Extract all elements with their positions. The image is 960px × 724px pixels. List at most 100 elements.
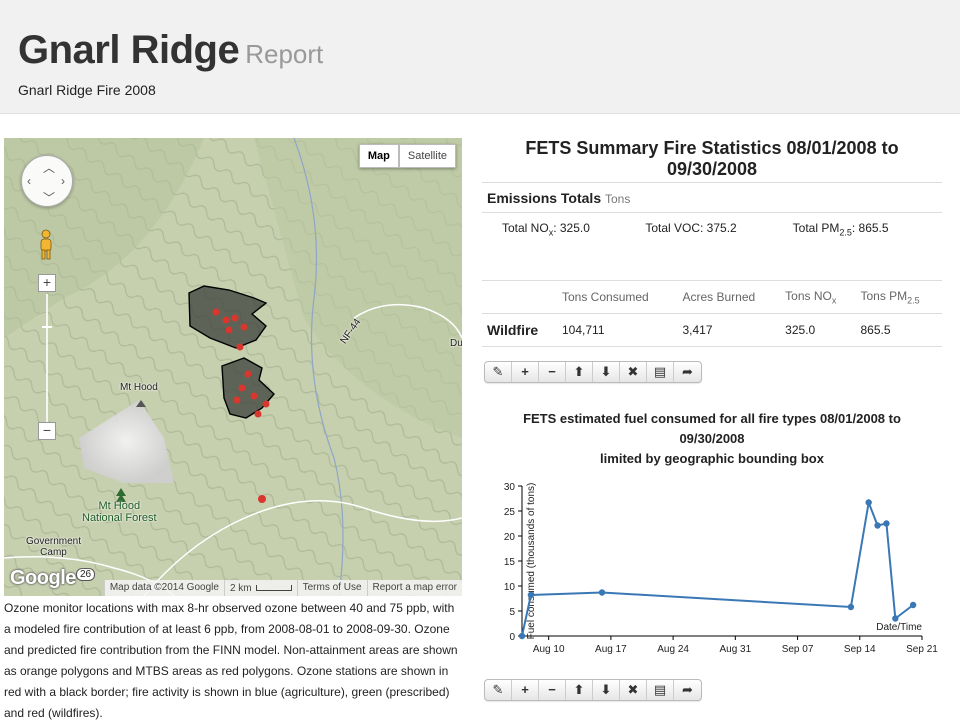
toolbar-bottom-wrap: ✎ + − ⬆ ⬇ ✖ ▤ ➦ <box>484 679 702 701</box>
map-terrain <box>4 138 462 596</box>
total-pm-sub: 2.5 <box>839 227 852 238</box>
data-point <box>883 520 890 527</box>
street-view-pegman-icon[interactable] <box>37 229 55 261</box>
pan-up-icon[interactable]: ︿ <box>43 161 56 175</box>
data-point <box>518 632 526 640</box>
pencil-icon[interactable]: ✎ <box>485 362 512 383</box>
plus-icon[interactable]: + <box>512 680 539 700</box>
y-tick-label: 5 <box>509 607 515 618</box>
map-data-credit: Map data ©2014 Google <box>103 580 224 596</box>
chart-title-line-3: limited by geographic bounding box <box>600 451 824 467</box>
map-label-national-forest: Mt Hood National Forest <box>82 500 157 524</box>
col-acres-burned: Acres Burned <box>678 281 782 315</box>
x-tick-label: Sep 14 <box>844 644 876 655</box>
pan-left-icon[interactable]: ‹ <box>27 174 31 188</box>
summary-panel: FETS Summary Fire Statistics 08/01/2008 … <box>482 136 942 469</box>
y-tick-label: 10 <box>504 582 516 593</box>
chart-title-line-1: FETS estimated fuel consumed for all fir… <box>523 411 901 427</box>
y-tick-label: 25 <box>504 507 516 518</box>
total-nox-label: Total NO <box>502 221 549 235</box>
data-point <box>527 591 535 599</box>
pan-down-icon[interactable]: ﹀ <box>43 191 56 205</box>
page-header: Gnarl Ridge Report Gnarl Ridge Fire 2008 <box>0 0 960 114</box>
col-tons-pm-label: Tons PM <box>860 289 908 303</box>
y-axis-label: Fuel consumed (thousands of tons) <box>526 483 537 640</box>
arrow-up-icon[interactable]: ⬆ <box>566 680 593 700</box>
minus-icon[interactable]: − <box>539 680 566 700</box>
x-tick-label: Aug 17 <box>595 644 627 655</box>
page-title: Gnarl Ridge Report <box>18 28 323 73</box>
col-tons-nox-sub: x <box>831 295 837 306</box>
emissions-unit: Tons <box>605 192 631 206</box>
close-icon[interactable]: ✖ <box>620 680 647 700</box>
zoom-in-button[interactable]: + <box>38 274 56 292</box>
title-suffix: Report <box>245 39 324 69</box>
summary-title: FETS Summary Fire Statistics 08/01/2008 … <box>525 138 899 179</box>
fire-stats-table: Tons Consumed Acres Burned Tons NOx Tons… <box>482 281 942 348</box>
chart-toolbar: ✎ + − ⬆ ⬇ ✖ ▤ ➦ <box>484 679 702 701</box>
total-voc: Total VOC: 375.2 <box>645 221 737 235</box>
google-logo: Google <box>10 567 76 589</box>
map-button[interactable]: Map <box>358 144 399 168</box>
map-view[interactable]: Map Satellite ︿ ﹀ ‹ › + − Mt Hood Mt Hoo… <box>4 138 462 596</box>
table-header-row: Tons Consumed Acres Burned Tons NOx Tons… <box>482 281 942 315</box>
pencil-icon[interactable]: ✎ <box>485 680 512 700</box>
y-tick-label: 15 <box>504 557 516 568</box>
cell-tons-nox: 325.0 <box>781 313 857 348</box>
pan-right-icon[interactable]: › <box>61 174 65 188</box>
map-label-du: Du <box>450 338 462 349</box>
arrow-down-icon[interactable]: ⬇ <box>593 362 620 383</box>
data-point <box>865 499 872 506</box>
map-label-mt-hood: Mt Hood <box>120 382 158 393</box>
col-tons-nox: Tons NOx <box>781 281 857 315</box>
terms-of-use-link[interactable]: Terms of Use <box>296 580 367 596</box>
title-text: Gnarl Ridge <box>18 28 240 72</box>
fire-points[interactable] <box>212 308 270 504</box>
map-scale: 2 km <box>223 580 297 596</box>
total-nox-sub: x <box>548 227 554 238</box>
zoom-out-button[interactable]: − <box>38 422 56 440</box>
document-icon[interactable]: ▤ <box>647 362 674 383</box>
row-label: Wildfire <box>482 313 558 348</box>
col-tons-pm: Tons PM2.5 <box>856 281 942 315</box>
map-label-government-camp: Government Camp <box>26 536 82 558</box>
x-axis-label: Date/Time <box>876 622 922 633</box>
zoom-slider-track[interactable] <box>46 294 48 424</box>
data-point <box>847 603 855 611</box>
col-tons-nox-label: Tons NO <box>785 289 832 303</box>
x-tick-label: Aug 24 <box>657 644 689 655</box>
pan-control[interactable]: ︿ ﹀ ‹ › <box>21 155 73 207</box>
close-icon[interactable]: ✖ <box>620 362 647 383</box>
fuel-chart-title: FETS estimated fuel consumed for all fir… <box>482 409 942 469</box>
arrow-down-icon[interactable]: ⬇ <box>593 680 620 700</box>
cell-tons-pm: 865.5 <box>856 313 942 348</box>
minus-icon[interactable]: − <box>539 362 566 383</box>
total-pm-value: : 865.5 <box>851 221 889 235</box>
chart-title-line-2: 09/30/2008 <box>679 431 745 447</box>
series-line <box>521 498 914 637</box>
map-scale-bar <box>255 585 292 591</box>
x-tick-label: Sep 21 <box>906 644 938 655</box>
map-footer: Map data ©2014 Google 2 km Terms of Use … <box>103 580 462 596</box>
zoom-slider-handle[interactable] <box>42 326 52 328</box>
map-type-control: Map Satellite <box>358 144 456 168</box>
x-tick-label: Aug 31 <box>719 644 751 655</box>
share-icon[interactable]: ➦ <box>682 682 693 697</box>
arrow-up-icon[interactable]: ⬆ <box>566 362 593 383</box>
y-tick-label: 0 <box>509 632 515 643</box>
total-nox-value: : 325.0 <box>553 221 590 235</box>
report-map-error-link[interactable]: Report a map error <box>366 580 462 596</box>
col-tons-pm-sub: 2.5 <box>907 295 920 306</box>
total-pm-label: Total PM <box>792 221 840 235</box>
x-tick-label: Aug 10 <box>533 644 565 655</box>
satellite-button[interactable]: Satellite <box>398 144 456 168</box>
plus-icon[interactable]: + <box>512 362 539 383</box>
page-subtitle: Gnarl Ridge Fire 2008 <box>18 82 156 98</box>
cell-tons-consumed: 104,711 <box>558 313 679 348</box>
total-nox: Total NOx: 325.0 <box>502 221 631 272</box>
share-icon[interactable]: ➦ <box>682 364 693 380</box>
emissions-heading: Emissions Totals Tons <box>482 182 942 213</box>
table-row: Wildfire 104,711 3,417 325.0 865.5 <box>482 313 942 348</box>
map-label-route: 26 <box>76 568 96 581</box>
document-icon[interactable]: ▤ <box>647 680 674 700</box>
